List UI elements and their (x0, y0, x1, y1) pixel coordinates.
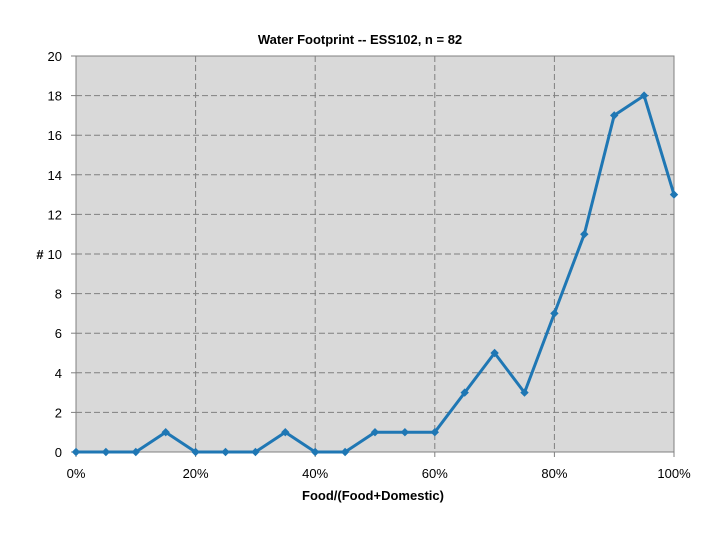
data-point (131, 447, 141, 457)
data-point (669, 190, 679, 199)
y-tick-label: 12 (48, 207, 62, 222)
x-tick-label: 100% (657, 466, 691, 481)
data-point (191, 447, 200, 457)
data-point (520, 388, 529, 397)
grid-lines (76, 56, 674, 452)
x-tick-label: 0% (67, 466, 86, 481)
data-point (400, 427, 410, 437)
data-point (251, 447, 260, 457)
y-tick-label: 10 (48, 247, 62, 262)
data-point (460, 388, 469, 397)
data-point (490, 348, 499, 358)
y-tick-label: 2 (55, 405, 62, 420)
data-point (340, 447, 350, 457)
x-axis-ticks: 0% 20% 40% 60% 80% 100% (67, 452, 691, 481)
data-point (310, 447, 320, 457)
data-point (430, 427, 440, 437)
x-tick-label: 80% (541, 466, 567, 481)
y-tick-label: 0 (55, 445, 62, 460)
y-tick-label: 20 (48, 49, 62, 64)
data-point (281, 427, 290, 437)
y-axis-ticks: 0 2 4 6 8 10 12 14 16 18 20 (48, 49, 76, 460)
y-tick-label: 14 (48, 168, 62, 183)
x-tick-label: 20% (183, 466, 209, 481)
x-tick-label: 40% (302, 466, 328, 481)
data-point (370, 427, 380, 437)
y-axis-title: # (36, 247, 44, 262)
x-tick-label: 60% (422, 466, 448, 481)
y-tick-label: 6 (55, 326, 62, 341)
chart-title: Water Footprint -- ESS102, n = 82 (258, 32, 462, 47)
data-point (101, 447, 111, 457)
data-point (161, 427, 170, 437)
data-point (71, 447, 81, 457)
y-tick-label: 8 (55, 287, 62, 302)
data-point (550, 309, 559, 318)
x-axis-title: Food/(Food+Domestic) (302, 488, 444, 503)
data-point (639, 91, 649, 100)
y-tick-label: 18 (48, 89, 62, 104)
data-points (71, 91, 679, 457)
y-tick-label: 4 (55, 366, 62, 381)
y-tick-label: 16 (48, 128, 62, 143)
data-point (609, 111, 619, 120)
data-point (580, 229, 589, 239)
data-point (221, 447, 230, 457)
